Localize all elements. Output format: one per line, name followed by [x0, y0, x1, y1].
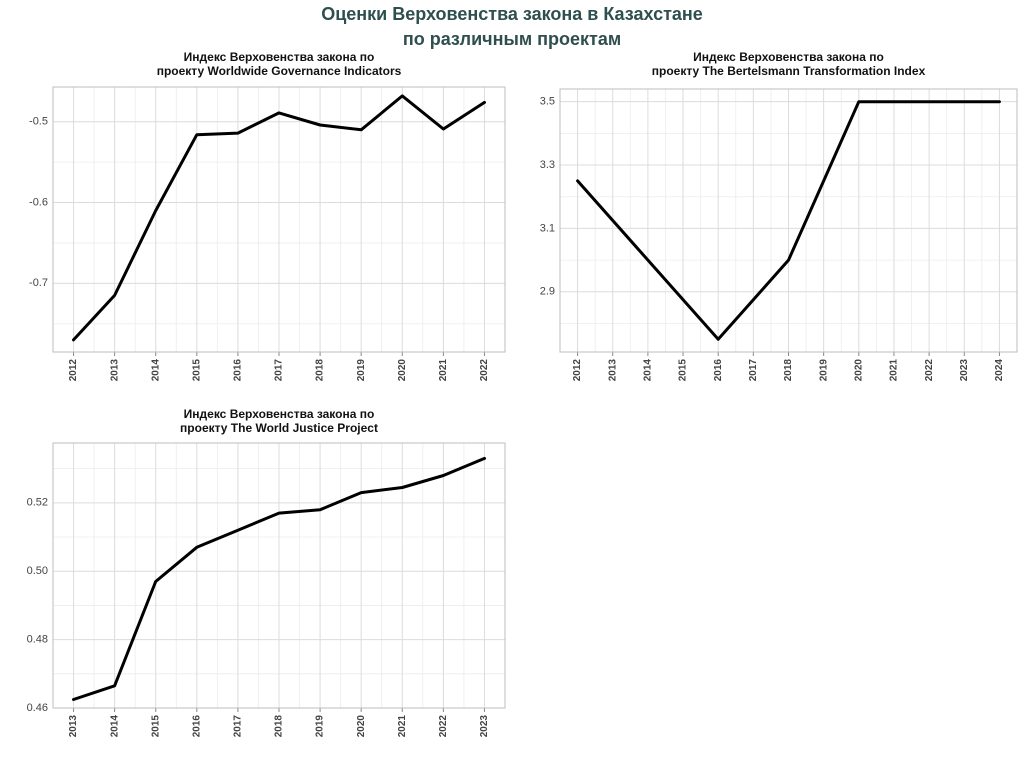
chart-bti-title-line-1: Индекс Верховенства закона по [693, 50, 884, 64]
page-title: Оценки Верховенства закона в Казахстане … [0, 2, 1024, 52]
chart-bti-x-tick-label: 2019 [818, 359, 829, 382]
chart-bti-x-tick-label: 2013 [607, 359, 618, 382]
chart-wjp-x-tick-label: 2017 [233, 715, 244, 738]
chart-bti-x-tick-label: 2021 [889, 359, 900, 382]
chart-bti-y-tick-label: 3.5 [540, 96, 555, 108]
chart-wjp-x-tick-label: 2015 [150, 715, 161, 738]
chart-bti-series-line [576, 100, 1001, 341]
chart-bti-x-tick-label: 2023 [959, 359, 970, 382]
chart-bti-x-tick-label: 2014 [643, 359, 654, 382]
chart-wgi-x-tick-label: 2013 [109, 359, 120, 382]
chart-wjp-x-tick-label: 2014 [109, 715, 120, 738]
chart-wjp-x-tick-label: 2023 [479, 715, 490, 738]
chart-wgi-plot-area [52, 86, 506, 353]
chart-wjp-y-tick-label: 0.50 [27, 565, 48, 577]
chart-wgi-title-line-1: Индекс Верховенства закона по [184, 50, 375, 64]
chart-wgi-x-tick-label: 2012 [68, 359, 79, 382]
chart-wgi-x-tick-label: 2018 [315, 359, 326, 382]
chart-wjp-x-tick-label: 2021 [397, 715, 408, 738]
chart-wgi-x-tick-label: 2014 [150, 359, 161, 382]
chart-bti-title-line-2: проекту The Bertelsmann Transformation I… [652, 64, 926, 78]
page-title-line-1: Оценки Верховенства закона в Казахстане [321, 4, 703, 24]
chart-wjp-x-tick-label: 2019 [315, 715, 326, 738]
chart-wgi-x-tick-label: 2022 [479, 359, 490, 382]
chart-wjp-x-tick-label: 2022 [438, 715, 449, 738]
chart-bti-y-tick-label: 2.9 [540, 286, 555, 298]
chart-wjp-x-tick-label: 2013 [68, 715, 79, 738]
chart-wjp-title-line-2: проекту The World Justice Project [180, 421, 378, 435]
chart-wgi-y-tick-label: -0.5 [29, 116, 48, 128]
chart-bti-x-tick-label: 2015 [678, 359, 689, 382]
chart-wgi-x-tick-label: 2015 [191, 359, 202, 382]
chart-bti-x-tick-label: 2024 [994, 359, 1005, 382]
chart-wjp-series-line [72, 456, 486, 701]
chart-wgi-x-tick-label: 2020 [397, 359, 408, 382]
chart-wjp-x-tick-label: 2018 [274, 715, 285, 738]
chart-wjp-x-tick-label: 2016 [191, 715, 202, 738]
chart-wgi-title-line-2: проекту Worldwide Governance Indicators [157, 64, 402, 78]
chart-bti-x-tick-label: 2018 [783, 359, 794, 382]
chart-wgi-x-tick-label: 2016 [233, 359, 244, 382]
chart-bti-x-tick-label: 2016 [713, 359, 724, 382]
chart-bti-y-tick-label: 3.3 [540, 159, 555, 171]
chart-wjp-y-tick-label: 0.48 [27, 634, 48, 646]
chart-wgi-x-tick-label: 2021 [438, 359, 449, 382]
chart-wjp-x-tick-label: 2020 [356, 715, 367, 738]
chart-bti-x-tick-label: 2022 [924, 359, 935, 382]
chart-wjp-plot-area [52, 442, 506, 709]
chart-wgi-x-tick-label: 2017 [274, 359, 285, 382]
chart-bti-y-tick-label: 3.1 [540, 222, 555, 234]
chart-wgi-y-tick-label: -0.7 [29, 277, 48, 289]
page-title-line-2: по различным проектам [402, 29, 622, 49]
chart-wjp-y-tick-label: 0.46 [27, 702, 48, 714]
chart-bti-x-tick-label: 2017 [748, 359, 759, 382]
chart-wjp-y-tick-label: 0.52 [27, 497, 48, 509]
chart-bti-x-tick-label: 2020 [853, 359, 864, 382]
chart-wjp-title-line-1: Индекс Верховенства закона по [184, 407, 375, 421]
chart-wgi-y-tick-label: -0.6 [29, 196, 48, 208]
chart-bti-x-tick-label: 2012 [572, 359, 583, 382]
chart-wgi-series-line [72, 94, 486, 342]
chart-wgi-x-tick-label: 2019 [356, 359, 367, 382]
chart-bti-plot-area [559, 88, 1018, 353]
